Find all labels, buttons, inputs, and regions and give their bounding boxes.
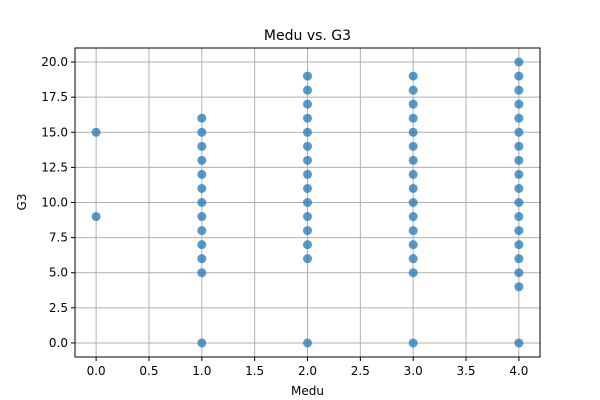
- scatter-point: [514, 155, 524, 165]
- scatter-point: [91, 127, 101, 137]
- scatter-point: [303, 113, 312, 123]
- scatter-point: [303, 240, 312, 250]
- scatter-point: [408, 183, 418, 193]
- scatter-point: [514, 212, 524, 222]
- scatter-point: [303, 226, 312, 236]
- scatter-point: [408, 169, 418, 179]
- scatter-point: [197, 268, 207, 278]
- scatter-point: [514, 240, 524, 250]
- x-tick-label: 0.0: [87, 364, 106, 378]
- scatter-point: [303, 198, 312, 207]
- scatter-point: [197, 113, 207, 123]
- y-tick-label: 17.5: [41, 90, 68, 104]
- scatter-point: [408, 240, 418, 250]
- scatter-point: [514, 169, 524, 179]
- scatter-point: [303, 338, 312, 348]
- scatter-point: [303, 169, 312, 179]
- y-tick-label: 5.0: [49, 266, 68, 280]
- scatter-point: [303, 127, 312, 137]
- scatter-point: [303, 155, 312, 165]
- scatter-point: [514, 338, 524, 348]
- y-axis-label: G3: [15, 194, 29, 211]
- scatter-point: [408, 155, 418, 165]
- scatter-point: [514, 183, 524, 193]
- scatter-point: [514, 85, 524, 95]
- scatter-point: [408, 212, 418, 222]
- scatter-point: [408, 85, 418, 95]
- scatter-point: [197, 198, 207, 207]
- y-tick-label: 0.0: [49, 336, 68, 350]
- x-tick-label: 2.5: [351, 364, 370, 378]
- scatter-point: [408, 268, 418, 278]
- y-tick-label: 2.5: [49, 301, 68, 315]
- scatter-point: [514, 226, 524, 236]
- scatter-point: [303, 71, 312, 81]
- scatter-point: [197, 141, 207, 151]
- scatter-point: [408, 113, 418, 123]
- y-tick-label: 7.5: [49, 231, 68, 245]
- scatter-point: [197, 254, 207, 264]
- y-tick-label: 10.0: [41, 196, 68, 210]
- scatter-point: [408, 141, 418, 151]
- scatter-point: [197, 338, 207, 348]
- scatter-point: [303, 141, 312, 151]
- scatter-point: [303, 99, 312, 109]
- scatter-point: [197, 155, 207, 165]
- y-tick-label: 12.5: [41, 160, 68, 174]
- y-tick-label: 20.0: [41, 55, 68, 69]
- scatter-point: [514, 282, 524, 292]
- scatter-point: [197, 212, 207, 222]
- scatter-point: [514, 268, 524, 278]
- scatter-point: [514, 254, 524, 264]
- scatter-point: [514, 57, 524, 67]
- scatter-point: [408, 99, 418, 109]
- scatter-points: [91, 57, 524, 348]
- scatter-point: [514, 141, 524, 151]
- scatter-point: [514, 198, 524, 207]
- scatter-point: [408, 254, 418, 264]
- x-tick-label: 4.0: [509, 364, 528, 378]
- x-tick-label: 0.5: [139, 364, 158, 378]
- x-tick-label: 3.0: [404, 364, 423, 378]
- x-tick-label: 3.5: [456, 364, 475, 378]
- scatter-point: [408, 226, 418, 236]
- axis-ticks: 0.0 0.5 1.0 1.5 2.0 2.5 3.0 3.5 4.0 0.0 2.5 5.0 7.5 1…: [41, 55, 528, 378]
- scatter-point: [197, 169, 207, 179]
- scatter-point: [197, 183, 207, 193]
- scatter-point: [91, 212, 101, 222]
- scatter-point: [514, 113, 524, 123]
- scatter-point: [408, 198, 418, 207]
- scatter-point: [303, 85, 312, 95]
- scatter-point: [514, 99, 524, 109]
- scatter-point: [408, 338, 418, 348]
- scatter-point: [197, 240, 207, 250]
- scatter-point: [303, 254, 312, 264]
- x-axis-label: Medu: [291, 384, 324, 398]
- scatter-point: [408, 127, 418, 137]
- x-tick-label: 1.5: [245, 364, 264, 378]
- chart-title: Medu vs. G3: [264, 28, 351, 44]
- x-tick-label: 1.0: [192, 364, 211, 378]
- scatter-point: [303, 212, 312, 222]
- y-tick-label: 15.0: [41, 125, 68, 139]
- scatter-point: [408, 71, 418, 81]
- scatter-point: [303, 183, 312, 193]
- scatter-point: [514, 71, 524, 81]
- scatter-point: [197, 226, 207, 236]
- x-tick-label: 2.0: [298, 364, 317, 378]
- scatter-point: [514, 127, 524, 137]
- scatter-point: [197, 127, 207, 137]
